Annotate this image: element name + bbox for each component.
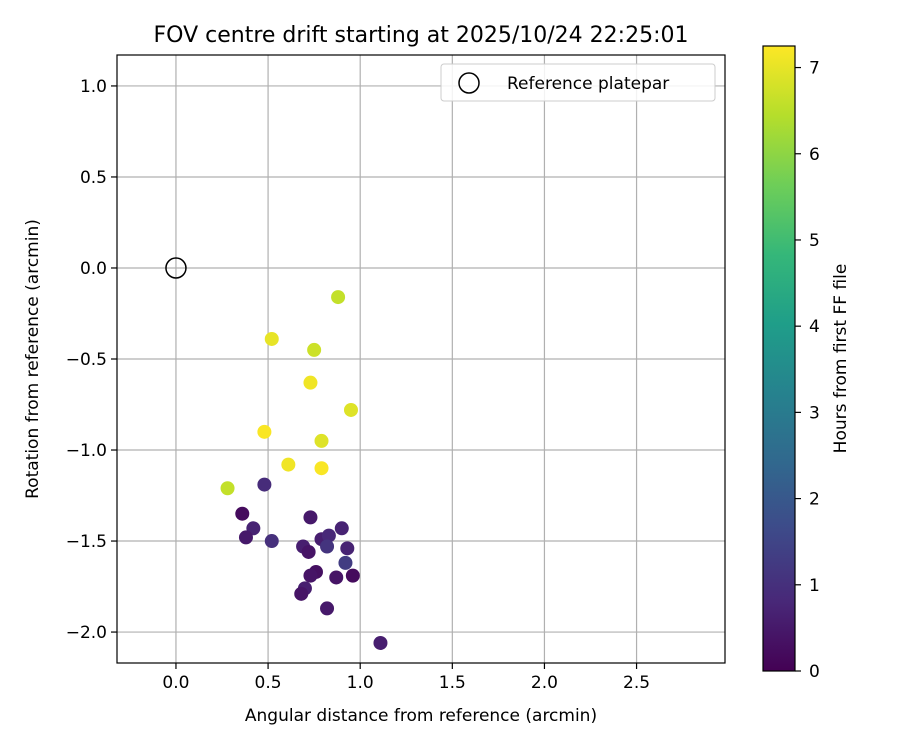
colorbar-tick-label: 2 <box>809 490 820 510</box>
colorbar-gradient <box>763 46 795 671</box>
colorbar-tick-label: 3 <box>809 403 820 423</box>
x-axis: 0.0 0.5 1.0 1.5 2.0 2.5 <box>162 663 650 693</box>
colorbar-tick-label: 4 <box>809 317 820 337</box>
y-axis: 1.0 0.5 0.0 −0.5 −1.0 −1.5 −2.0 <box>66 77 117 643</box>
y-tick-label: −2.0 <box>66 623 107 643</box>
data-point <box>303 510 318 525</box>
legend: Reference platepar <box>440 63 716 102</box>
y-tick-label: −1.0 <box>66 441 107 461</box>
data-point <box>220 481 235 496</box>
grid <box>117 55 725 663</box>
data-point <box>314 433 329 448</box>
colorbar-tick-label: 5 <box>809 231 820 251</box>
data-point <box>320 601 335 616</box>
y-tick-label: 0.5 <box>80 168 107 188</box>
data-point <box>334 521 349 536</box>
y-tick-label: −0.5 <box>66 350 107 370</box>
data-point <box>329 570 344 585</box>
data-point <box>238 530 253 545</box>
colorbar-label: Hours from first FF file <box>831 264 851 454</box>
reference-layer <box>165 257 187 279</box>
legend-reference-marker <box>458 72 480 94</box>
y-tick-label: 0.0 <box>80 259 107 279</box>
data-point <box>303 375 318 390</box>
reference-marker <box>165 257 187 279</box>
x-tick-label: 1.0 <box>347 673 374 693</box>
x-tick-label: 1.5 <box>439 673 466 693</box>
data-point <box>343 402 358 417</box>
data-points <box>220 290 388 650</box>
data-point <box>345 568 360 583</box>
data-point <box>320 539 335 554</box>
colorbar-ticks: 0 1 2 3 4 5 6 7 <box>795 59 820 682</box>
data-point <box>301 544 316 559</box>
data-point <box>235 506 250 521</box>
chart-title: FOV centre drift starting at 2025/10/24 … <box>154 23 689 48</box>
colorbar-tick-label: 0 <box>809 662 820 682</box>
x-tick-label: 0.5 <box>255 673 282 693</box>
data-point <box>281 457 296 472</box>
data-point <box>303 568 318 583</box>
colorbar-tick-label: 1 <box>809 576 820 596</box>
data-point <box>331 290 346 305</box>
data-point <box>264 534 279 549</box>
data-point <box>307 342 322 357</box>
data-point <box>321 528 336 543</box>
legend-label: Reference platepar <box>507 74 669 94</box>
data-point <box>294 586 309 601</box>
x-tick-label: 2.0 <box>531 673 558 693</box>
y-tick-label: −1.5 <box>66 532 107 552</box>
x-tick-label: 0.0 <box>162 673 189 693</box>
data-point <box>338 555 353 570</box>
colorbar-frame <box>762 45 796 672</box>
x-axis-label: Angular distance from reference (arcmin) <box>245 706 597 726</box>
colorbar-tick-label: 6 <box>809 145 820 165</box>
x-tick-label: 2.5 <box>623 673 650 693</box>
data-point <box>264 331 279 346</box>
colorbar-tick-label: 7 <box>809 59 820 79</box>
legend-box <box>440 63 716 102</box>
data-point <box>340 541 355 556</box>
data-point <box>257 477 272 492</box>
y-axis-label: Rotation from reference (arcmin) <box>23 219 43 499</box>
y-tick-label: 1.0 <box>80 77 107 97</box>
colorbar: 0 1 2 3 4 5 6 7 Hours from first FF file <box>762 45 851 682</box>
data-point <box>314 461 329 476</box>
data-point <box>373 635 388 650</box>
data-point <box>257 424 272 439</box>
